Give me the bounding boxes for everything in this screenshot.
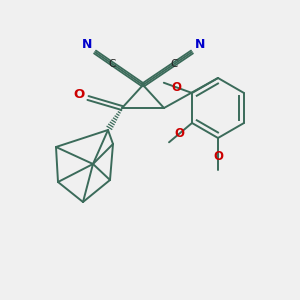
Text: O: O	[74, 88, 85, 101]
Text: N: N	[82, 38, 92, 52]
Text: C: C	[170, 59, 178, 69]
Text: C: C	[108, 59, 116, 69]
Text: N: N	[195, 38, 205, 52]
Text: O: O	[174, 128, 184, 140]
Text: O: O	[171, 81, 181, 94]
Text: O: O	[213, 149, 223, 163]
